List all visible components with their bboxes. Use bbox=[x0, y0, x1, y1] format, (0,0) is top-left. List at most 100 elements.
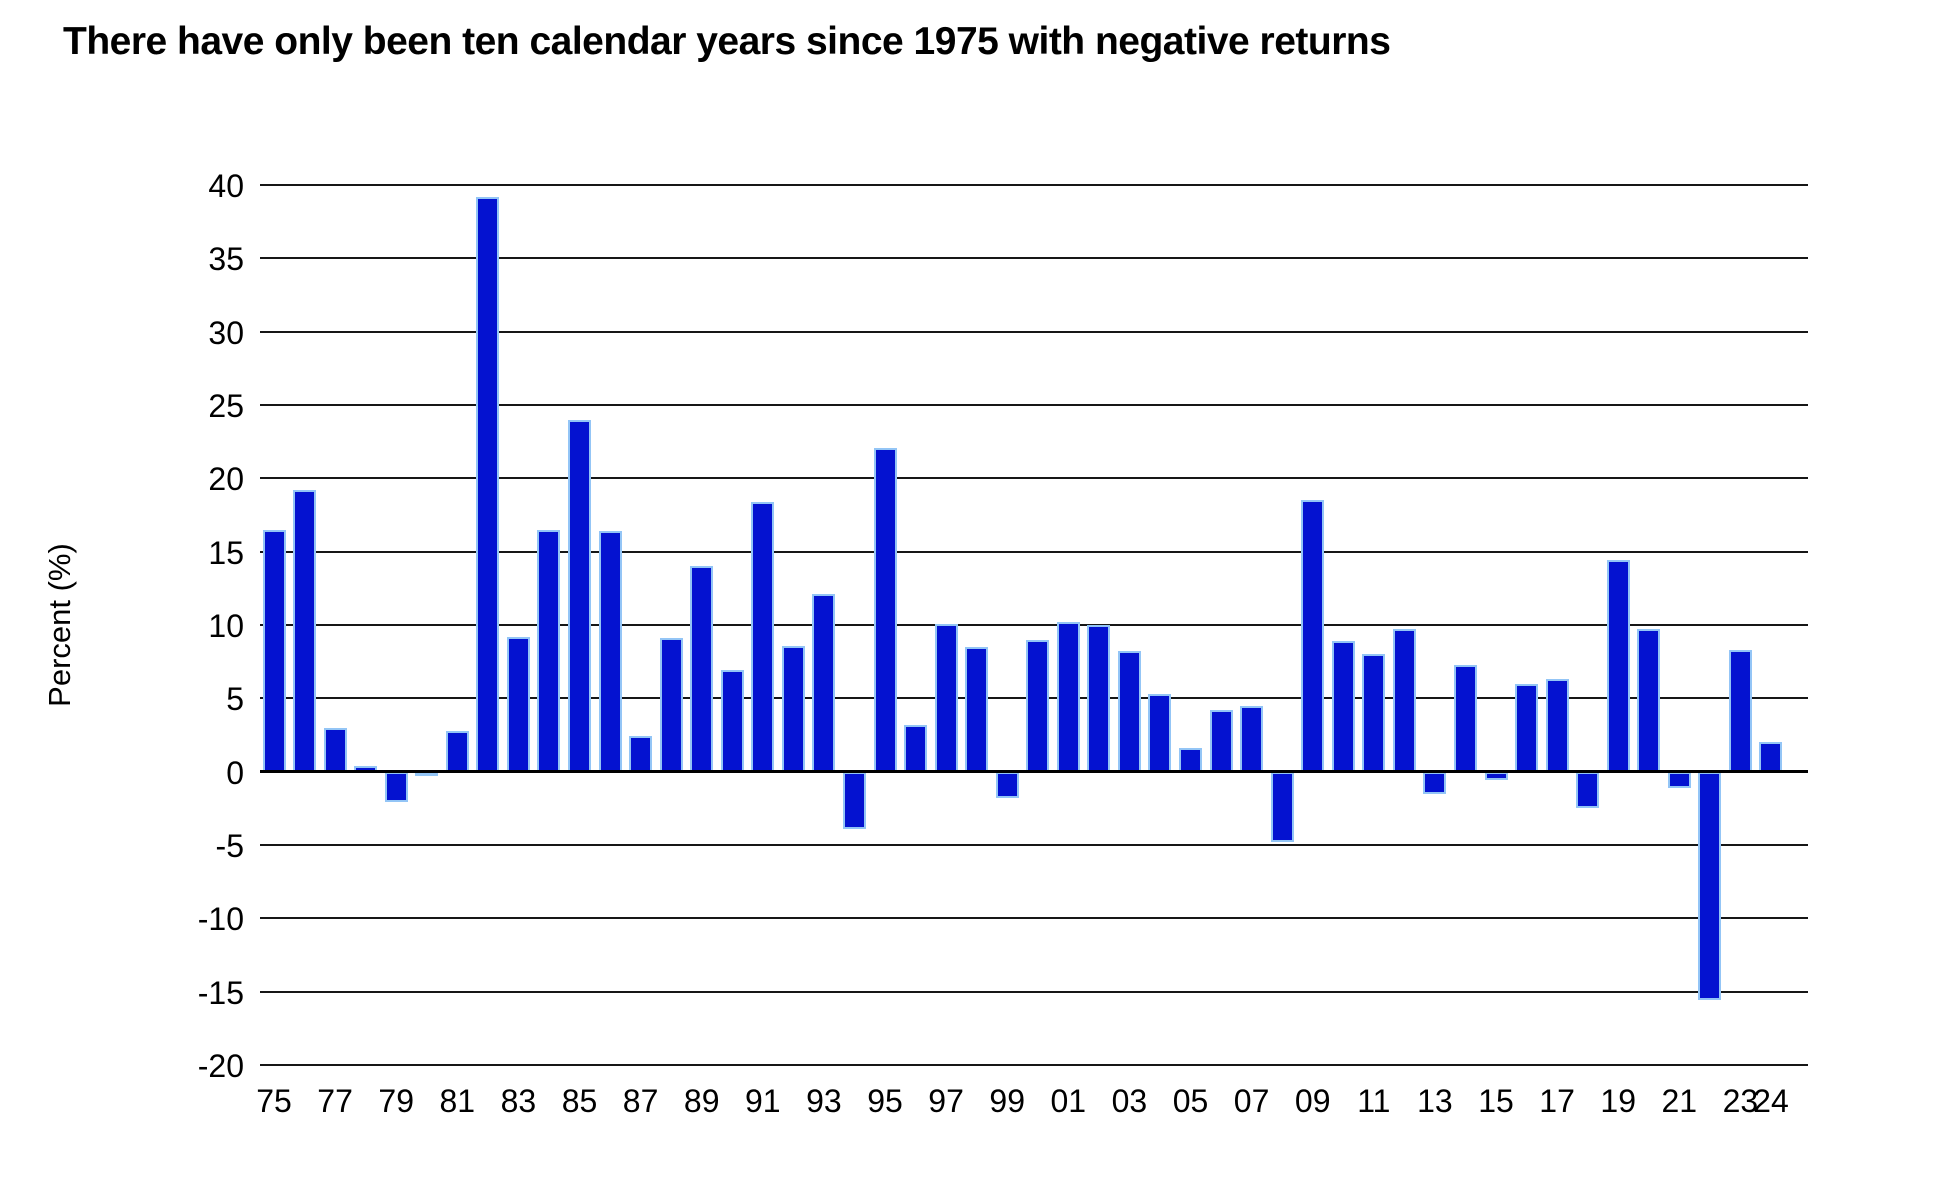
bar-2003 bbox=[1117, 651, 1141, 772]
x-tick-label-1983: 83 bbox=[500, 1083, 537, 1119]
bar-2005 bbox=[1179, 748, 1202, 772]
bar-1982 bbox=[476, 196, 500, 772]
bar-1994 bbox=[842, 771, 866, 829]
x-tick-label-2013: 13 bbox=[1417, 1083, 1453, 1119]
bar-1979 bbox=[384, 771, 408, 803]
gridline-30 bbox=[260, 330, 1808, 333]
bar-1976 bbox=[293, 490, 317, 772]
x-tick-label-2017: 17 bbox=[1539, 1083, 1575, 1119]
gridline--20 bbox=[260, 1064, 1808, 1066]
bar-1995 bbox=[873, 447, 897, 772]
bar-2006 bbox=[1209, 710, 1233, 772]
bar-2012 bbox=[1392, 629, 1416, 772]
gridline-35 bbox=[260, 257, 1808, 260]
x-tick-label-1981: 81 bbox=[439, 1083, 476, 1119]
bar-2018 bbox=[1576, 771, 1600, 809]
bar-1989 bbox=[690, 566, 714, 772]
gridline--5 bbox=[260, 844, 1808, 846]
bar-2007 bbox=[1240, 705, 1264, 772]
gridline-20 bbox=[260, 477, 1808, 480]
bar-1977 bbox=[323, 727, 347, 772]
x-tick-label-1995: 95 bbox=[867, 1083, 903, 1119]
bar-2014 bbox=[1453, 664, 1477, 772]
bar-2024 bbox=[1759, 742, 1783, 772]
bar-1986 bbox=[598, 531, 622, 772]
gridline-10 bbox=[260, 624, 1808, 626]
y-tick-label: 20 bbox=[208, 461, 244, 498]
x-tick-label-2011: 11 bbox=[1357, 1083, 1391, 1119]
bar-1975 bbox=[262, 529, 286, 772]
x-tick-label-1987: 87 bbox=[622, 1083, 659, 1119]
x-tick-label-2005: 05 bbox=[1172, 1083, 1209, 1119]
y-tick-label: -5 bbox=[215, 828, 244, 864]
bar-1990 bbox=[720, 670, 744, 772]
bar-2002 bbox=[1087, 625, 1111, 772]
y-axis-label: Percent (%) bbox=[42, 543, 77, 707]
x-tick-label-2007: 07 bbox=[1233, 1083, 1270, 1119]
x-tick-label-2001: 01 bbox=[1050, 1083, 1087, 1119]
bar-2019 bbox=[1606, 560, 1630, 772]
bar-2011 bbox=[1362, 654, 1386, 772]
y-tick-label: -20 bbox=[197, 1048, 244, 1084]
x-tick-label-2024: 24 bbox=[1753, 1083, 1789, 1119]
x-tick-label-2023: 23 bbox=[1722, 1083, 1759, 1119]
x-tick-label-1999: 99 bbox=[989, 1083, 1025, 1119]
gridline-25 bbox=[260, 404, 1808, 406]
y-tick-label: 10 bbox=[208, 608, 244, 644]
y-tick-label: 40 bbox=[208, 168, 244, 204]
bar-1997 bbox=[934, 623, 958, 772]
x-tick-label-1989: 89 bbox=[683, 1083, 720, 1119]
bar-1987 bbox=[629, 736, 653, 772]
y-tick-label: 0 bbox=[226, 754, 244, 791]
x-tick-label-2003: 03 bbox=[1111, 1083, 1148, 1119]
bar-1983 bbox=[506, 636, 530, 772]
bar-1992 bbox=[781, 645, 805, 772]
bar-2023 bbox=[1728, 649, 1752, 772]
gridline--15 bbox=[260, 990, 1808, 993]
bar-1985 bbox=[568, 419, 591, 772]
bar-2022 bbox=[1698, 771, 1722, 1001]
x-tick-label-1977: 77 bbox=[317, 1083, 353, 1119]
bar-2000 bbox=[1026, 639, 1050, 772]
bar-2016 bbox=[1515, 683, 1539, 772]
bar-2021 bbox=[1667, 771, 1691, 788]
y-tick-label: 30 bbox=[208, 314, 244, 351]
bar-2009 bbox=[1301, 500, 1325, 772]
bar-2004 bbox=[1148, 693, 1172, 772]
x-tick-label-1991: 91 bbox=[745, 1083, 781, 1119]
y-tick-label: 35 bbox=[208, 241, 244, 278]
bar-1999 bbox=[995, 771, 1019, 799]
x-tick-label-2021: 21 bbox=[1661, 1083, 1698, 1119]
bar-1996 bbox=[904, 724, 928, 772]
x-tick-label-2009: 09 bbox=[1294, 1083, 1331, 1119]
zero-line bbox=[260, 770, 1808, 774]
chart-title: There have only been ten calendar years … bbox=[63, 20, 1391, 63]
bar-2020 bbox=[1637, 629, 1661, 772]
bar-1988 bbox=[659, 638, 683, 772]
y-tick-label: 5 bbox=[226, 681, 244, 718]
bar-1981 bbox=[445, 730, 469, 772]
y-tick-label: -10 bbox=[197, 901, 244, 938]
y-tick-label: -15 bbox=[197, 974, 244, 1011]
bar-2013 bbox=[1423, 771, 1447, 794]
bar-2008 bbox=[1270, 771, 1294, 843]
plot-area bbox=[260, 184, 1808, 1066]
x-tick-label-1997: 97 bbox=[928, 1083, 964, 1119]
gridline-40 bbox=[260, 184, 1808, 186]
bar-1998 bbox=[965, 647, 989, 772]
x-tick-label-2019: 19 bbox=[1600, 1083, 1636, 1119]
bar-1984 bbox=[537, 529, 561, 772]
x-tick-label-1993: 93 bbox=[806, 1083, 842, 1119]
bar-2001 bbox=[1056, 622, 1080, 772]
x-tick-label-1979: 79 bbox=[378, 1083, 414, 1119]
x-tick-label-1975: 75 bbox=[256, 1083, 292, 1119]
gridline-15 bbox=[260, 550, 1808, 553]
x-tick-label-2015: 15 bbox=[1478, 1083, 1514, 1119]
bar-1993 bbox=[812, 594, 836, 772]
bar-2010 bbox=[1331, 641, 1355, 772]
y-tick-label: 25 bbox=[208, 388, 244, 424]
gridline--10 bbox=[260, 917, 1808, 920]
bar-1991 bbox=[751, 501, 775, 772]
x-tick-label-1985: 85 bbox=[561, 1083, 598, 1119]
